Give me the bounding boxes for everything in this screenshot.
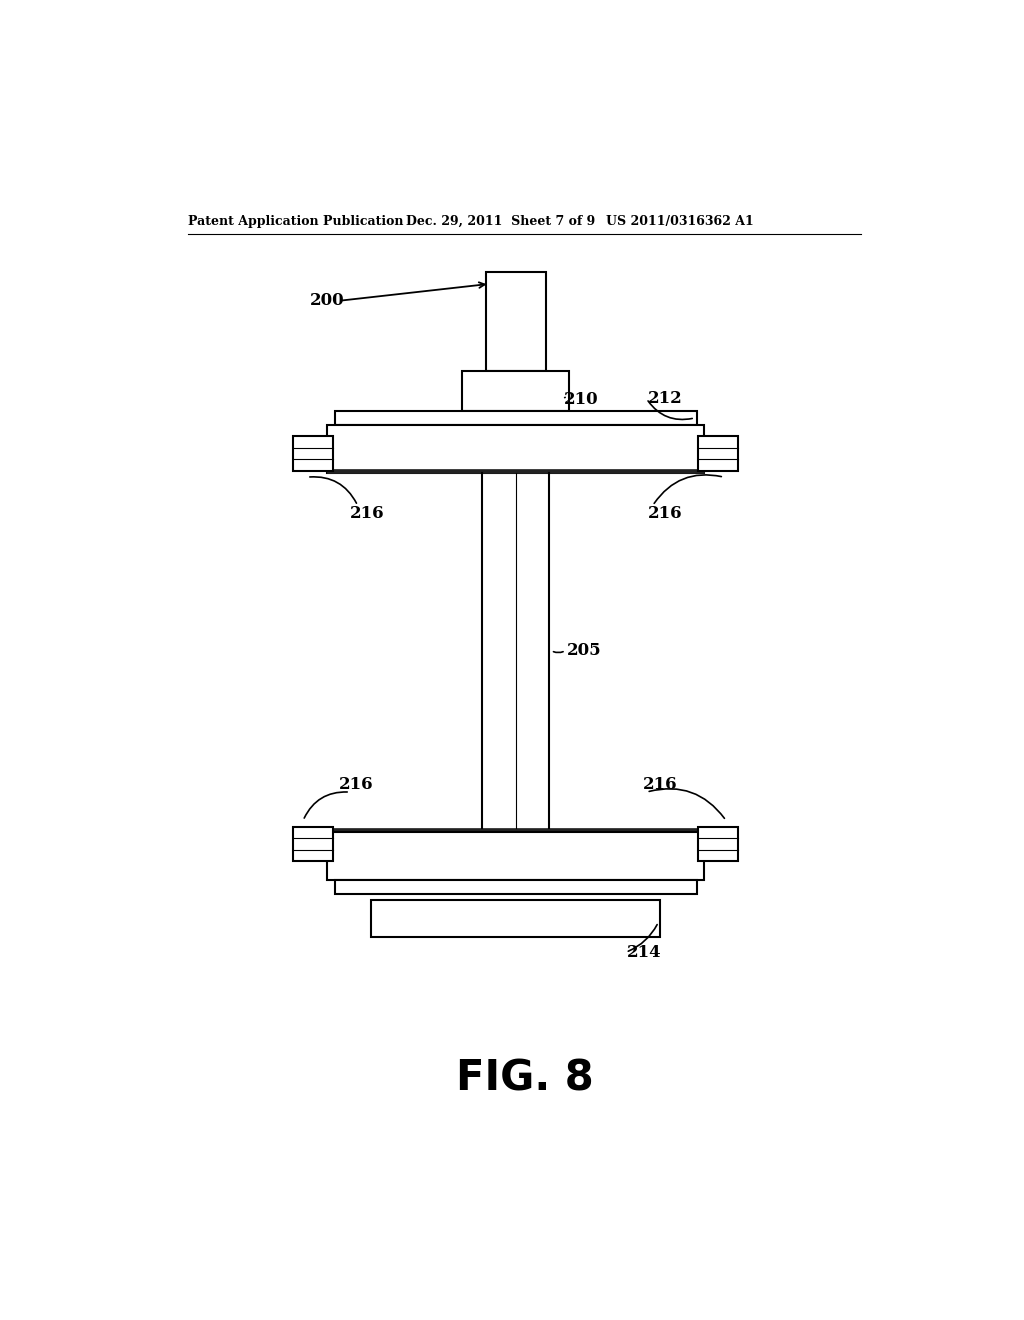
Bar bbox=[485, 272, 546, 371]
Text: 205: 205 bbox=[567, 642, 602, 659]
Bar bbox=[335, 411, 696, 425]
Bar bbox=[293, 437, 333, 471]
Bar bbox=[371, 900, 659, 937]
Bar bbox=[327, 425, 705, 473]
Bar bbox=[698, 826, 738, 862]
Bar bbox=[327, 829, 705, 832]
Text: US 2011/0316362 A1: US 2011/0316362 A1 bbox=[606, 215, 754, 228]
Text: 210: 210 bbox=[564, 391, 599, 408]
Text: 216: 216 bbox=[350, 504, 385, 521]
Text: 212: 212 bbox=[648, 391, 683, 407]
Text: FIG. 8: FIG. 8 bbox=[456, 1057, 594, 1100]
Text: 216: 216 bbox=[339, 776, 373, 793]
Text: 216: 216 bbox=[643, 776, 677, 793]
Bar bbox=[327, 832, 705, 880]
Text: 200: 200 bbox=[310, 292, 345, 309]
Text: Patent Application Publication: Patent Application Publication bbox=[188, 215, 403, 228]
Bar bbox=[327, 469, 705, 473]
Text: 214: 214 bbox=[628, 944, 662, 961]
Text: Dec. 29, 2011  Sheet 7 of 9: Dec. 29, 2011 Sheet 7 of 9 bbox=[407, 215, 596, 228]
Text: 216: 216 bbox=[648, 504, 683, 521]
Bar bbox=[293, 826, 333, 862]
Bar bbox=[335, 880, 696, 894]
Bar bbox=[698, 437, 738, 471]
Bar bbox=[462, 371, 569, 411]
